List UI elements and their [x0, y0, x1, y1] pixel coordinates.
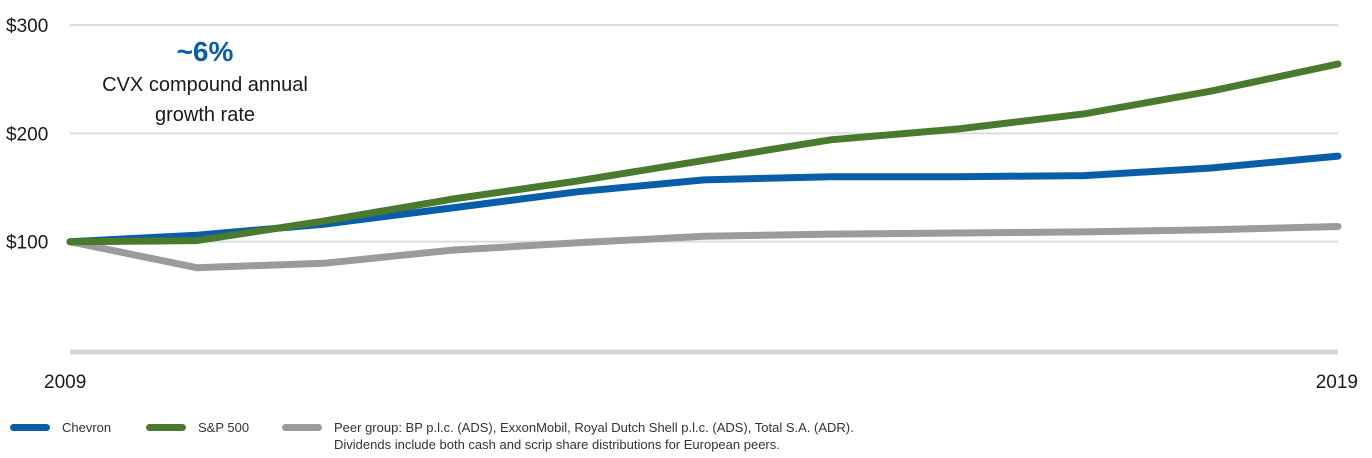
legend-label-chevron: Chevron	[62, 420, 112, 435]
legend-swatch-chevron	[10, 424, 50, 431]
y-tick-label: $200	[6, 124, 48, 145]
y-tick-label: $300	[6, 16, 48, 37]
grid-lines	[70, 24, 1338, 355]
x-axis-ticks: 2009 2019	[44, 372, 1358, 393]
series-lines	[66, 60, 1342, 272]
legend-label-sp500: S&P 500	[198, 420, 250, 435]
y-axis-ticks: $100 $200 $300	[6, 16, 48, 254]
x-tick-label-start: 2009	[44, 372, 86, 393]
legend-label-peer-group: Peer group: BP p.l.c. (ADS), ExxonMobil,…	[334, 420, 854, 435]
annotation-value: ~6%	[177, 36, 234, 67]
growth-annotation: ~6% CVX compound annual growth rate	[102, 36, 308, 126]
legend: Chevron S&P 500 Peer group: BP p.l.c. (A…	[10, 419, 1360, 457]
series-line-peer-group	[66, 223, 1342, 272]
y-tick-label: $100	[6, 233, 48, 254]
legend-swatch-sp500	[146, 424, 186, 431]
legend-footnote: Dividends include both cash and scrip sh…	[334, 437, 780, 452]
annotation-line-1: CVX compound annual	[102, 74, 308, 96]
annotation-line-2: growth rate	[155, 104, 255, 126]
series-line-sp500	[66, 60, 1342, 246]
legend-swatch-peer-group	[282, 424, 322, 431]
x-tick-label-end: 2019	[1316, 372, 1358, 393]
